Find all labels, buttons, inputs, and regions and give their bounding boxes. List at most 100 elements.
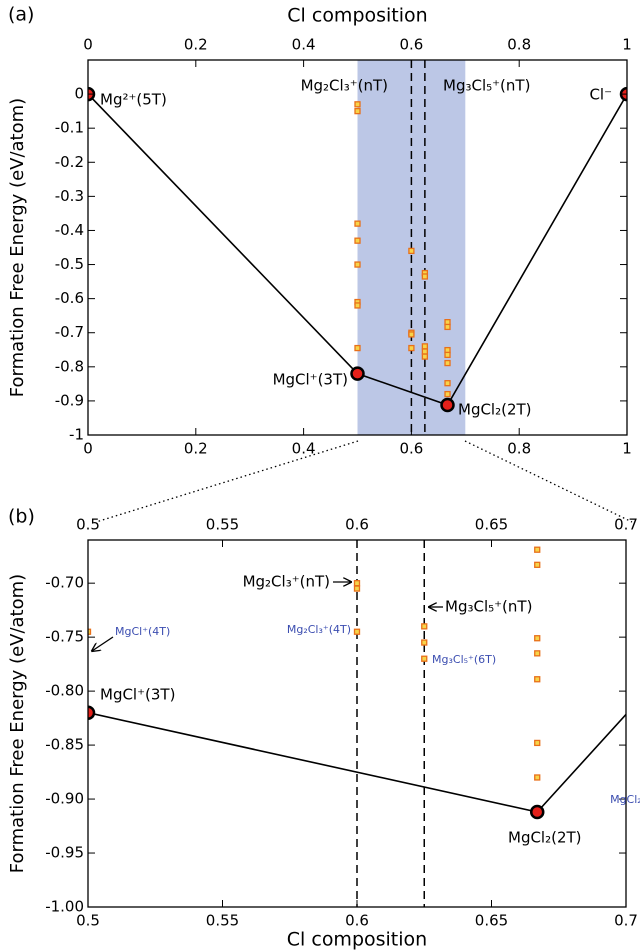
structure-point [354,261,361,268]
panel-label: (a) [8,4,34,26]
annotation: Mg₂Cl₃⁺(nT) [301,77,388,95]
y-tick-label: -0.6 [55,289,84,307]
y-tick-label: -0.85 [45,736,84,754]
x-tick-label: 0.8 [507,440,531,458]
x-tick-label: 0.2 [184,36,208,54]
x-tick-label: 0.6 [345,516,369,534]
zoom-line [95,440,359,523]
annotation: MgCl₂(2T) [508,829,582,847]
structure-point [444,380,451,387]
y-tick-label: -0.9 [55,391,84,409]
y-tick-label: -0.70 [45,574,84,592]
structure-point [408,331,415,338]
structure-point [421,273,429,280]
structure-point [421,343,429,350]
structure-point [444,390,451,398]
note: MgCl⁺(4T) [115,625,170,638]
y-tick-label: -0.75 [45,628,84,646]
x-tick-label: 0.5 [76,516,100,534]
zoom-line [464,440,633,523]
structure-point [421,655,428,662]
x-tick-label: 0 [83,440,93,458]
x-tick-label: 0.55 [206,912,239,930]
x-tick-label: 0.6 [399,440,423,458]
y-axis-title: Formation Free Energy (eV/atom) [7,574,28,873]
structure-point [354,220,361,227]
x-tick-label: 1 [622,440,632,458]
x-axis-title: Cl composition [287,929,427,951]
annotation: Mg₃Cl₅⁺(nT) [443,77,530,95]
hull-point [440,397,455,413]
plot-frame [87,59,628,436]
hull-point [88,705,96,720]
x-tick-label: 0.55 [206,516,239,534]
structure-point [534,676,541,683]
x-tick-label: 0.7 [614,516,638,534]
x-tick-label: 0.2 [184,440,208,458]
structure-point [421,348,429,355]
x-tick-label: 0.4 [292,440,316,458]
structure-point [534,650,541,657]
hull-point [529,804,545,820]
y-axis-title: Formation Free Energy (eV/atom) [7,98,28,397]
structure-point [444,359,451,367]
y-tick-label: -0.95 [45,844,84,862]
x-tick-label: 0.65 [475,516,508,534]
x-tick-label: 0.65 [475,912,508,930]
y-tick-label: -0.1 [55,119,84,137]
structure-point [444,323,451,331]
structure-point [88,628,92,635]
structure-point [421,623,428,630]
structure-point [353,628,361,635]
hull-point [350,366,365,381]
plot-area [88,60,627,435]
structure-point [534,774,541,781]
x-tick-label: 0.6 [345,912,369,930]
structure-point [354,302,361,309]
y-tick-label: -0.5 [55,255,84,273]
structure-point [408,247,415,255]
y-tick-label: -1.00 [45,898,84,916]
x-tick-label: 0.5 [76,912,100,930]
structure-point [421,353,429,360]
plot-area [88,540,626,907]
hull-line [88,93,627,406]
y-tick-label: -0.3 [55,187,84,205]
structure-point [421,639,428,646]
annotation: Mg₃Cl₅⁺(nT) [445,598,532,616]
x-tick-label: 1 [622,36,632,54]
y-tick-label: -0.80 [45,682,84,700]
x-tick-label: 0 [83,36,93,54]
x-tick-label: 0.6 [399,36,423,54]
annotation: MgCl⁺(3T) [273,371,348,389]
annotation: MgCl₂(2T) [458,401,532,419]
note: Mg₃Cl₅⁺(6T) [432,653,496,666]
structure-point [408,344,415,352]
y-tick-label: -0.90 [45,790,84,808]
structure-point [534,635,541,642]
y-tick-label: -1 [69,426,84,444]
structure-point [534,546,541,553]
structure-point [354,237,361,244]
structure-point [444,351,451,359]
panel-label: (b) [8,506,35,528]
structure-point [354,107,361,115]
y-tick-label: -0.2 [55,153,84,171]
x-axis-title: Cl composition [287,5,427,27]
y-tick-label: 0 [74,85,84,103]
annotation: Mg₂Cl₃⁺(nT) [243,573,330,591]
structure-point [353,585,361,592]
y-tick-label: -0.4 [55,221,84,239]
structure-point [534,561,541,568]
annotation: Mg²⁺(5T) [100,91,167,109]
y-tick-label: -0.7 [55,323,84,341]
y-tick-label: -0.8 [55,357,84,375]
x-tick-label: 0.4 [292,36,316,54]
structure-point [354,101,361,108]
structure-point [353,580,361,587]
annotation: MgCl⁺(3T) [100,686,175,704]
x-tick-label: 0.7 [614,912,638,930]
annotation: Cl⁻ [589,86,612,104]
structure-point [534,739,541,747]
